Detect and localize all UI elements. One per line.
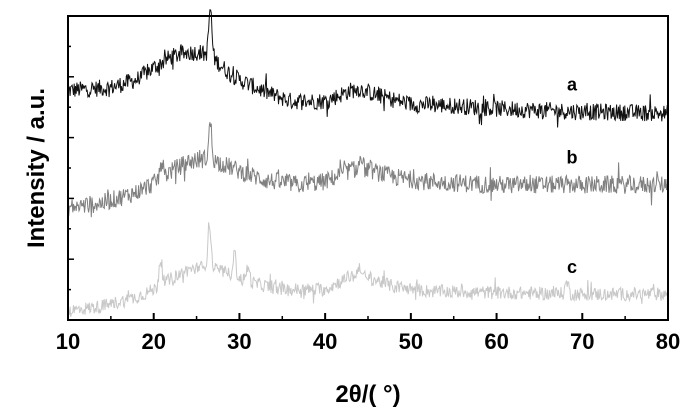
- y-axis-title: Intensity / a.u.: [23, 88, 50, 248]
- x-tick-label-40: 40: [313, 329, 337, 354]
- x-tick-label-80: 80: [656, 329, 680, 354]
- series-line-b: [67, 122, 669, 218]
- series-line-c: [67, 222, 669, 317]
- series-label-c: c: [567, 257, 577, 277]
- x-tick-label-30: 30: [227, 329, 251, 354]
- x-tick-label-60: 60: [484, 329, 508, 354]
- series-layer: [67, 9, 669, 317]
- series-line-a: [67, 9, 669, 128]
- x-tick-label-20: 20: [141, 329, 165, 354]
- x-tick-label-50: 50: [399, 329, 423, 354]
- x-axis-ticks: 10 20 30 40 50 60 70 80: [56, 15, 680, 354]
- series-label-b: b: [567, 147, 578, 167]
- x-tick-label-10: 10: [56, 329, 80, 354]
- series-labels: a b c: [567, 74, 578, 276]
- x-axis-title: 2θ/( °): [335, 381, 400, 408]
- series-label-a: a: [567, 74, 578, 94]
- x-tick-label-70: 70: [570, 329, 594, 354]
